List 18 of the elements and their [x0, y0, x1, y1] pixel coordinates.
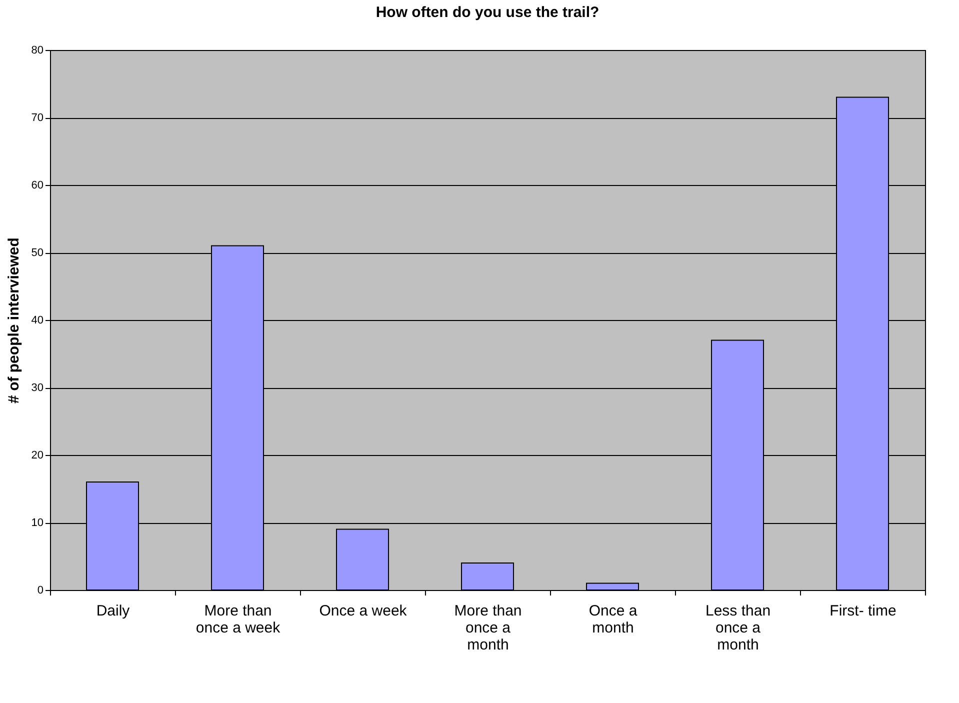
x-tick-label: More than once a month [454, 602, 522, 654]
chart-title: How often do you use the trail? [376, 4, 600, 21]
y-tick-label: 30 [31, 382, 44, 394]
x-tick-label: Once a month [588, 602, 638, 636]
y-tick-label: 0 [37, 584, 44, 596]
y-tick-label: 40 [31, 314, 44, 326]
x-tick-label: Once a week [319, 602, 408, 620]
y-tick-label: 50 [31, 247, 44, 259]
y-tick-label: 60 [31, 180, 44, 192]
x-tick-label: More than once a week [196, 602, 281, 636]
y-tick-label: 70 [31, 112, 44, 124]
x-tick-label: Less than once a month [705, 602, 771, 654]
y-tick-label: 20 [31, 450, 44, 462]
y-tick-label: 10 [31, 517, 44, 529]
x-tick-label: First- time [830, 602, 896, 620]
y-axis-title: # of people interviewed [5, 238, 22, 404]
y-tick-label: 80 [31, 44, 44, 56]
x-tick-label: Daily [96, 602, 130, 620]
